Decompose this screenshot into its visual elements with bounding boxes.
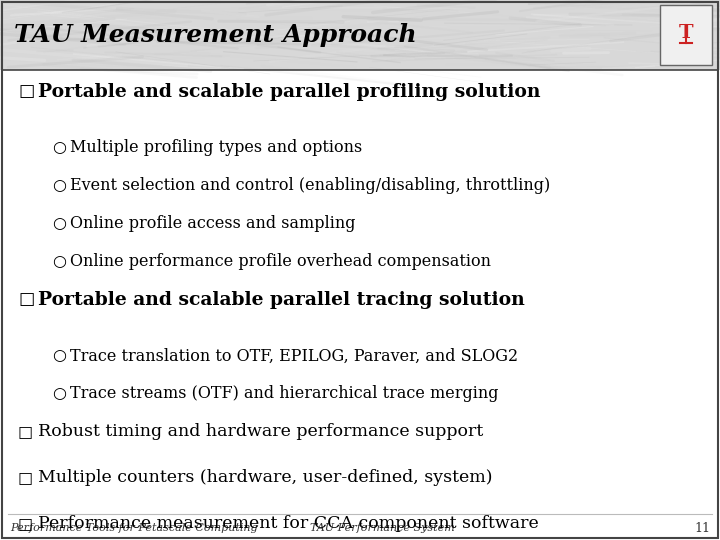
Text: Robust timing and hardware performance support: Robust timing and hardware performance s… [38,423,483,441]
Bar [660,5,712,65]
Text: ○: ○ [52,139,66,157]
Text: ○: ○ [52,386,66,402]
Text: Multiple profiling types and options: Multiple profiling types and options [70,139,362,157]
Text: □: □ [18,423,33,441]
Text: Multiple counters (hardware, user-defined, system): Multiple counters (hardware, user-define… [38,469,492,487]
Text: TAU Performance System: TAU Performance System [310,523,455,533]
Text: Performance measurement for CCA component software: Performance measurement for CCA componen… [38,516,539,532]
Text: ○: ○ [52,253,66,271]
Text: Performance Tools for Petascale Computing: Performance Tools for Petascale Computin… [10,523,258,533]
Text: Online performance profile overhead compensation: Online performance profile overhead comp… [70,253,491,271]
Text: ○: ○ [52,215,66,233]
Text: Event selection and control (enabling/disabling, throttling): Event selection and control (enabling/di… [70,178,550,194]
Bar [0,0,720,70]
Text: □: □ [18,516,33,532]
Text: 11: 11 [694,522,710,535]
Text: Online profile access and sampling: Online profile access and sampling [70,215,356,233]
Text: □: □ [18,84,35,100]
Text: Trace translation to OTF, EPILOG, Paraver, and SLOG2: Trace translation to OTF, EPILOG, Parave… [70,348,518,364]
Text: T: T [679,24,693,42]
Text: Trace streams (OTF) and hierarchical trace merging: Trace streams (OTF) and hierarchical tra… [70,386,498,402]
Text: ○: ○ [52,348,66,364]
Text: ○: ○ [52,178,66,194]
Text: □: □ [18,469,33,487]
Text: Portable and scalable parallel tracing solution: Portable and scalable parallel tracing s… [38,291,525,309]
Text: Portable and scalable parallel profiling solution: Portable and scalable parallel profiling… [38,83,541,101]
Text: □: □ [18,292,35,308]
Text: TAU Measurement Approach: TAU Measurement Approach [14,23,417,47]
